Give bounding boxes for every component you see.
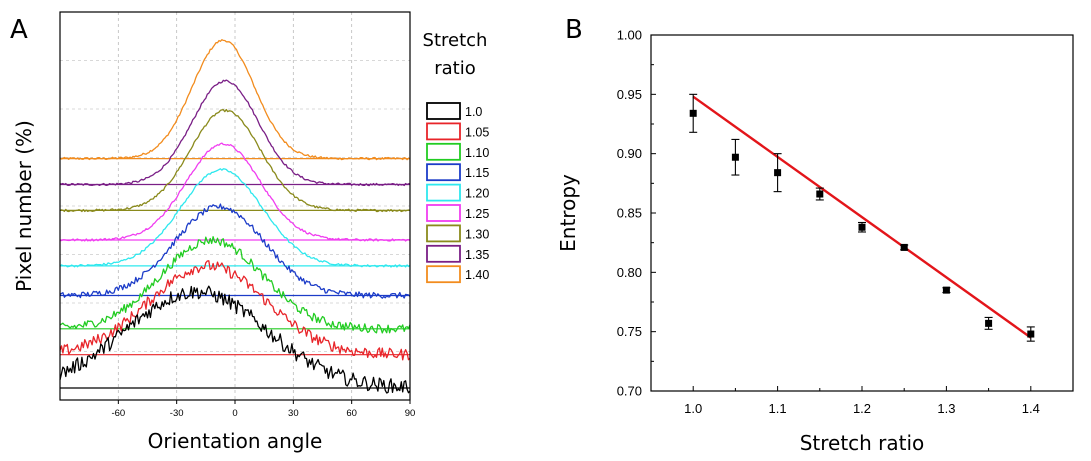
x-tick-label: -60	[111, 408, 125, 419]
legend-title-line1: Stretch	[423, 30, 488, 51]
legend-label-1.15: 1.15	[465, 166, 489, 180]
legend-swatch-1.40	[426, 265, 461, 284]
legend-swatch-1.25	[426, 204, 461, 222]
y-tick-label: 0.80	[617, 265, 642, 280]
point-marker	[774, 169, 782, 177]
curve-1.15	[59, 203, 411, 299]
x-tick-label: 30	[288, 408, 299, 419]
x-tick-label: 1.0	[684, 401, 702, 416]
panel-a-x-axis-title: Orientation angle	[148, 429, 323, 453]
y-tick-label: 0.90	[617, 146, 642, 161]
panel-b-chart: 0.700.750.800.850.900.951.00 1.0 1.1 1.2 1.…	[556, 28, 1074, 455]
data-point	[773, 153, 782, 193]
panel-b-x-axis-title: Stretch ratio	[800, 431, 925, 455]
curve-1.20	[59, 168, 411, 268]
panel-b-y-axis-title: Entropy	[556, 174, 580, 252]
curve-1.40	[59, 39, 411, 161]
legend-label-1.35: 1.35	[465, 248, 489, 262]
x-tick-label: -30	[170, 408, 184, 419]
panel-a-curves	[59, 39, 411, 394]
legend-label-1.25: 1.25	[465, 207, 489, 221]
fit-line	[692, 95, 1032, 339]
point-marker	[985, 319, 993, 327]
x-tick-label: 90	[405, 408, 416, 419]
x-tick-label: 60	[346, 408, 357, 419]
x-tick-label: 1.3	[937, 401, 955, 416]
data-point	[689, 93, 698, 133]
curve-1.30	[59, 108, 411, 213]
point-marker	[1027, 330, 1035, 338]
panel-a-grid	[60, 12, 410, 400]
curve-1.0	[59, 285, 411, 394]
legend-swatch-1.0	[426, 102, 461, 120]
data-point	[942, 286, 951, 294]
legend-label-1.0: 1.0	[465, 105, 482, 119]
panel-b-fit-line	[692, 95, 1032, 339]
legend-label-1.40: 1.40	[465, 268, 489, 282]
panel-a-y-axis-title: Pixel number (%)	[12, 120, 36, 292]
legend-swatch-1.10	[426, 142, 461, 161]
data-point	[984, 316, 993, 330]
y-tick-label: 0.85	[617, 206, 642, 221]
point-marker	[942, 286, 950, 294]
curve-1.10	[59, 236, 411, 334]
point-marker	[858, 223, 866, 231]
curve-1.05	[59, 260, 411, 361]
data-point	[1026, 326, 1035, 342]
point-marker	[731, 153, 739, 161]
panel-b-frame	[650, 34, 1074, 392]
legend-swatch-1.20	[426, 183, 461, 202]
x-tick-label: 1.2	[853, 401, 871, 416]
panel-a-chart: -60 -30 0 30 60 90 Orientation angle Pixel nu…	[12, 11, 489, 453]
panel-b-points	[689, 93, 1035, 342]
panel-b-x-ticks: 1.0 1.1 1.2 1.3 1.4	[684, 386, 1040, 416]
y-tick-label: 1.00	[617, 28, 642, 43]
legend-title-line2: ratio	[434, 58, 476, 79]
x-tick-label: 1.4	[1022, 401, 1040, 416]
x-tick-label: 1.1	[769, 401, 787, 416]
curve-1.35	[59, 79, 410, 187]
legend-swatch-1.35	[426, 244, 461, 263]
panel-a-legend: Stretch ratio 1.0 1.05 1.10 1.15 1.20 1.25 1.3…	[423, 30, 489, 284]
x-tick-label: 0	[232, 408, 237, 419]
curve-1.25	[59, 142, 411, 242]
data-point	[900, 243, 909, 251]
legend-label-1.30: 1.30	[465, 227, 489, 241]
y-tick-label: 0.70	[617, 384, 642, 399]
point-marker	[900, 243, 908, 251]
panel-b-y-ticks: 0.70 0.75 0.80 0.85 0.90 0.95 1.00	[617, 28, 656, 399]
panel-a-letter: A	[10, 15, 28, 45]
panel-a-x-ticks: -60 -30 0 30 60 90	[111, 400, 415, 419]
data-point	[815, 187, 824, 201]
y-tick-label: 0.75	[617, 324, 642, 339]
point-marker	[816, 190, 824, 198]
legend-label-1.05: 1.05	[465, 125, 489, 139]
point-marker	[689, 109, 697, 117]
legend-label-1.10: 1.10	[465, 146, 489, 160]
legend-swatch-1.15	[426, 163, 461, 182]
data-point	[731, 138, 740, 176]
y-tick-label: 0.95	[617, 87, 642, 102]
legend-label-1.20: 1.20	[465, 187, 489, 201]
legend-swatch-1.30	[426, 224, 461, 243]
data-point	[858, 221, 866, 233]
panel-b-letter: B	[565, 15, 583, 45]
legend-swatch-1.05	[426, 122, 461, 141]
